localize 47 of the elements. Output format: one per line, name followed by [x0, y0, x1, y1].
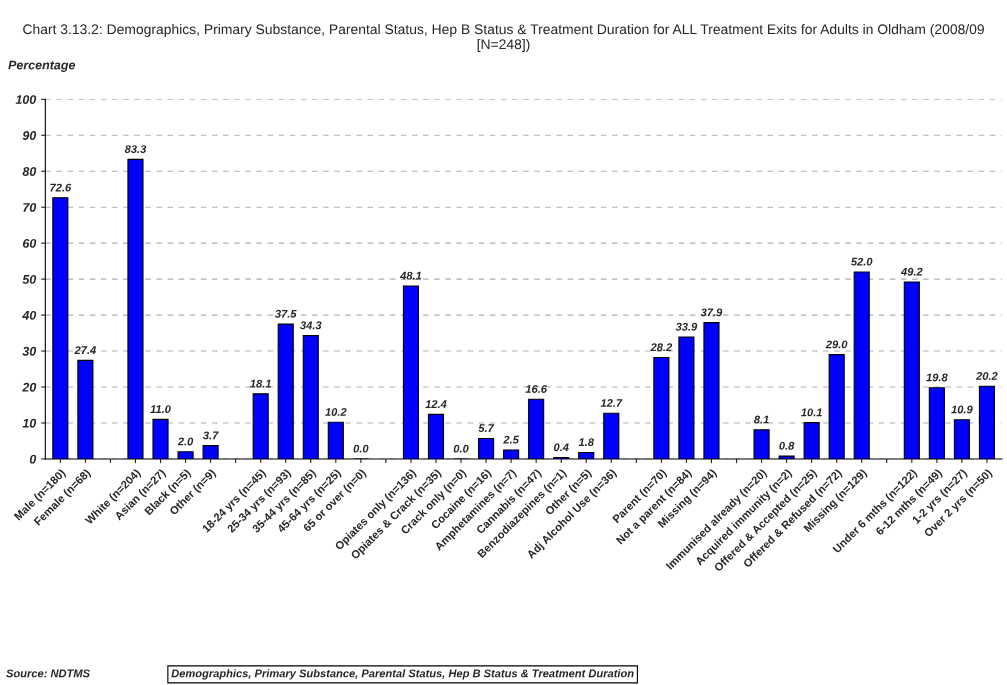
- data-label: 2.0: [177, 437, 194, 446]
- data-label: 0.4: [553, 443, 569, 452]
- data-label: 10.1: [801, 408, 822, 417]
- data-label: 16.6: [525, 385, 548, 393]
- y-tick-label: 60: [22, 238, 37, 248]
- y-tick-label: 30: [22, 346, 37, 356]
- data-label: 49.2: [900, 267, 923, 276]
- data-label: 5.7: [478, 424, 495, 433]
- data-label: 37.9: [700, 308, 723, 317]
- data-label: 11.0: [150, 405, 171, 414]
- y-tick-label: 100: [15, 95, 37, 104]
- data-label: 8.1: [753, 415, 769, 424]
- y-tick-label: 10: [22, 418, 37, 428]
- data-label: 0.8: [779, 441, 795, 450]
- data-label: 83.3: [124, 145, 147, 154]
- data-label: 18.1: [250, 379, 271, 388]
- y-tick-label: 70: [23, 203, 37, 212]
- data-label: 72.6: [50, 183, 72, 192]
- text: Demographics, Primary Substance, Parental Status, Hep B Status & Treatment Duration: [171, 669, 634, 680]
- y-tick-label: 40: [22, 310, 37, 320]
- chart-title: Chart 3.13.2: Demographics, Primary Substance, Parental Status, Hep B Status & Treatment Duration for ALL Treatment Exits for Adults in Oldham (2008/09 [N=248]): [23, 23, 984, 52]
- data-label: 20.2: [975, 372, 998, 380]
- y-tick-label: 20: [22, 382, 37, 392]
- data-label: 1.8: [578, 438, 594, 447]
- y-tick-label: 80: [22, 167, 37, 176]
- data-label: 12.7: [600, 399, 623, 407]
- data-label: 3.7: [202, 431, 219, 440]
- data-label: 0.0: [353, 444, 369, 453]
- data-label: 0.0: [453, 444, 469, 453]
- data-label: 27.4: [74, 346, 97, 354]
- data-label: 33.9: [675, 322, 698, 331]
- data-label: 10.2: [325, 408, 347, 416]
- y-tick-label: 0: [29, 454, 37, 464]
- y-tick-label: 90: [22, 131, 37, 140]
- data-label: 2.5: [503, 435, 519, 444]
- data-label: 34.3: [300, 321, 322, 330]
- y-tick-label: 50: [22, 274, 37, 284]
- data-label: 52.0: [851, 257, 873, 266]
- data-label: 29.0: [825, 340, 848, 349]
- data-label: 48.1: [399, 271, 422, 280]
- data-label: 10.9: [951, 405, 973, 414]
- data-label: 19.8: [926, 373, 948, 382]
- data-label: 37.5: [275, 309, 297, 318]
- data-label: 12.4: [425, 400, 447, 408]
- data-label: 28.2: [650, 343, 673, 352]
- source-note: Source: NDTMS: [6, 669, 90, 678]
- y-axis-title: Percentage: [8, 60, 76, 72]
